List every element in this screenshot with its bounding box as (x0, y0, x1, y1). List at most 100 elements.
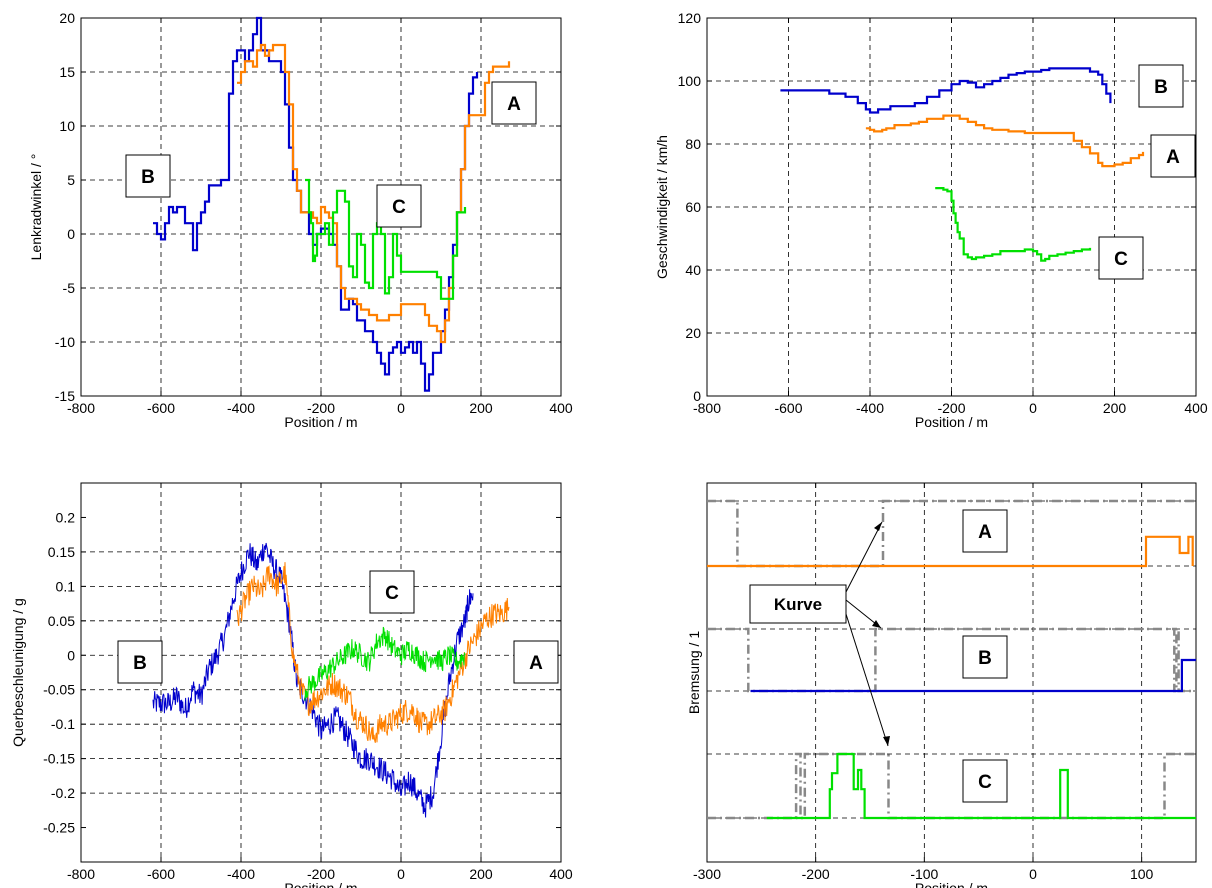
label-C-box (1098, 236, 1144, 280)
series-line-B (152, 542, 474, 818)
series-line-A (236, 562, 510, 743)
y-tick-label: 15 (59, 64, 75, 80)
y-tick-label: 0 (67, 647, 75, 663)
y-axis-label: Geschwindigkeit / km/h (654, 135, 670, 279)
y-tick-label: 60 (685, 199, 701, 215)
x-tick-label: 0 (397, 400, 405, 416)
series-line-A (237, 43, 511, 344)
x-axis-label: Position / m (284, 414, 357, 430)
brake-signal-A (707, 535, 1194, 568)
curve-indicator-A (707, 499, 1196, 568)
curve-indicator-C (707, 752, 1196, 820)
x-axis-label: Position / m (915, 880, 988, 888)
y-tick-label: -0.05 (43, 682, 75, 698)
label-C-text: C (1114, 249, 1128, 270)
y-tick-label: 20 (59, 10, 75, 26)
series-line-B (153, 16, 479, 392)
label-C-text: C (978, 772, 992, 793)
x-tick-label: 200 (1103, 400, 1127, 416)
y-tick-label: 0 (67, 226, 75, 242)
y-tick-label: 20 (685, 325, 701, 341)
y-tick-label: -0.15 (43, 751, 75, 767)
y-tick-label: -5 (63, 280, 76, 296)
y-axis-label: Querbeschleunigung / g (10, 598, 26, 747)
label-B-text: B (978, 648, 992, 669)
label-B-text: B (141, 167, 155, 188)
label-A-box (491, 81, 537, 125)
axes-frame (706, 482, 1197, 863)
series-line-C (304, 626, 466, 701)
x-tick-label: -400 (227, 866, 255, 882)
chart-speed: -800 -600 -400 -200 0 200 400 0 20 40 60 80 100 120 Po… (654, 10, 1208, 430)
chart-lat: -800 -600 -400 -200 0 200 400 -0.25 -0.2 -0.15 -0.… (10, 482, 573, 888)
label-C-text: C (385, 583, 399, 604)
y-tick-label: -0.1 (51, 716, 75, 732)
y-tick-label: 0.1 (56, 578, 76, 594)
y-axis-label: Bremsung / 1 (686, 631, 702, 714)
y-tick-label: 10 (59, 118, 75, 134)
x-tick-label: -300 (693, 866, 721, 882)
label-A-text: A (507, 94, 521, 115)
x-tick-label: 0 (397, 866, 405, 882)
label-C-box (369, 570, 415, 614)
x-tick-label: 200 (469, 400, 493, 416)
brake-signal-C (766, 752, 1196, 820)
y-tick-label: 0 (693, 388, 701, 404)
x-tick-label: -600 (774, 400, 802, 416)
kurve-text: Kurve (774, 595, 822, 614)
label-A-box (1150, 134, 1196, 178)
label-B-box (1138, 64, 1184, 108)
x-tick-label: -200 (307, 866, 335, 882)
x-tick-label: -600 (147, 866, 175, 882)
label-B-box (125, 154, 171, 198)
x-tick-label: -400 (227, 400, 255, 416)
label-A-text: A (529, 653, 543, 674)
y-tick-label: 100 (678, 73, 702, 89)
x-tick-label: -200 (937, 400, 965, 416)
y-tick-label: -0.25 (43, 820, 75, 836)
y-tick-label: 40 (685, 262, 701, 278)
kurve-arrowhead-b (872, 620, 881, 628)
x-tick-label: -800 (67, 400, 95, 416)
label-A-text: A (978, 522, 992, 543)
label-B-box (962, 635, 1008, 679)
y-tick-label: 0.05 (48, 613, 75, 629)
label-B-box (117, 640, 163, 684)
series-line-C (305, 178, 467, 300)
x-tick-label: -400 (856, 400, 884, 416)
y-tick-label: -15 (55, 388, 75, 404)
y-tick-label: 120 (678, 10, 702, 26)
x-tick-label: -200 (802, 866, 830, 882)
kurve-arrow-a (845, 521, 883, 593)
x-axis-label: Position / m (915, 414, 988, 430)
x-tick-label: 100 (1130, 866, 1154, 882)
y-tick-label: 5 (67, 172, 75, 188)
x-tick-label: -600 (147, 400, 175, 416)
series-line-C (935, 187, 1092, 262)
y-axis-label: Lenkradwinkel / ° (28, 154, 44, 261)
x-tick-label: -200 (307, 400, 335, 416)
label-C-box (376, 184, 422, 228)
label-A-box (513, 640, 559, 684)
x-axis-label: Position / m (284, 880, 357, 888)
kurve-box (749, 584, 847, 624)
chart-steer: -800 -600 -400 -200 0 200 400 -15 -10 -5 0 5 10 15 20 P… (28, 10, 573, 430)
y-tick-label: -10 (55, 334, 75, 350)
label-A-box (962, 509, 1008, 553)
x-tick-label: -800 (693, 400, 721, 416)
series-line-A (865, 114, 1145, 168)
label-C-text: C (392, 197, 406, 218)
chart-brake: -300 -200 -100 0 100 Position / m Bremsung / 1… (686, 482, 1197, 888)
x-tick-label: -800 (67, 866, 95, 882)
x-tick-label: 0 (1029, 866, 1037, 882)
y-tick-label: -0.2 (51, 785, 75, 801)
y-tick-label: 0.15 (48, 544, 75, 560)
kurve-arrow-c (845, 613, 889, 747)
y-tick-label: 0.2 (56, 509, 76, 525)
label-A-text: A (1166, 147, 1180, 168)
x-tick-label: 400 (1184, 400, 1208, 416)
x-tick-label: 0 (1029, 400, 1037, 416)
kurve-arrowhead-c (883, 736, 890, 746)
x-tick-label: 200 (469, 866, 493, 882)
